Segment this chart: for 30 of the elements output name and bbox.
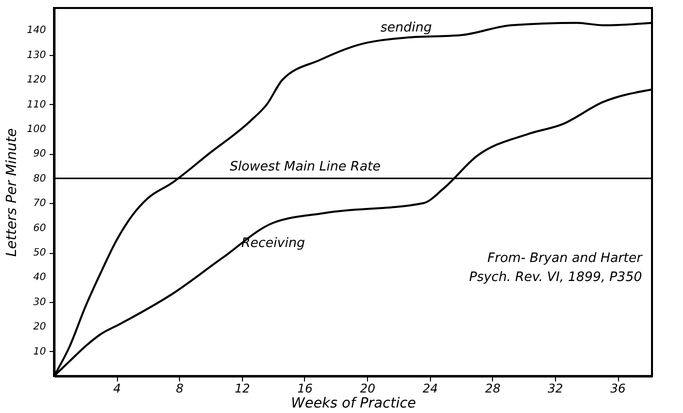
- y-axis-title: Letters Per Minute: [4, 128, 20, 257]
- x-tick-label: 16: [297, 382, 313, 396]
- series-label: sending: [380, 20, 432, 36]
- y-tick-label: 100: [26, 124, 46, 136]
- y-tick-label: 40: [33, 272, 46, 284]
- y-tick-label: 60: [33, 222, 46, 234]
- x-axis-title: Weeks of Practice: [290, 396, 416, 412]
- annotation: From- Bryan and Harter: [487, 251, 644, 266]
- x-tick-label: 28: [485, 382, 501, 396]
- annotation: Psych. Rev. VI, 1899, P350: [469, 270, 642, 286]
- x-tick-label: 32: [548, 382, 564, 396]
- x-tick-label: 36: [610, 382, 626, 396]
- x-tick-label: 24: [422, 382, 438, 396]
- y-tick-label: 120: [26, 74, 46, 86]
- y-tick-label: 140: [26, 25, 46, 36]
- x-tick-label: 20: [360, 382, 376, 396]
- y-tick-label: 70: [33, 198, 46, 210]
- y-tick-label: 110: [26, 99, 46, 110]
- x-tick-label: 12: [234, 382, 250, 396]
- x-tick-label: 4: [113, 382, 121, 396]
- y-tick-label: 130: [26, 50, 46, 61]
- y-tick-label: 80: [33, 173, 46, 184]
- y-tick-label: 50: [33, 248, 46, 259]
- y-tick-label: 10: [33, 346, 46, 358]
- ref-line-label: Slowest Main Line Rate: [230, 159, 381, 174]
- x-tick-label: 8: [176, 382, 184, 396]
- y-tick-label: 90: [33, 148, 46, 160]
- y-tick-label: 20: [33, 322, 46, 333]
- y-tick-label: 30: [33, 296, 46, 308]
- series-label: Receiving: [241, 236, 305, 251]
